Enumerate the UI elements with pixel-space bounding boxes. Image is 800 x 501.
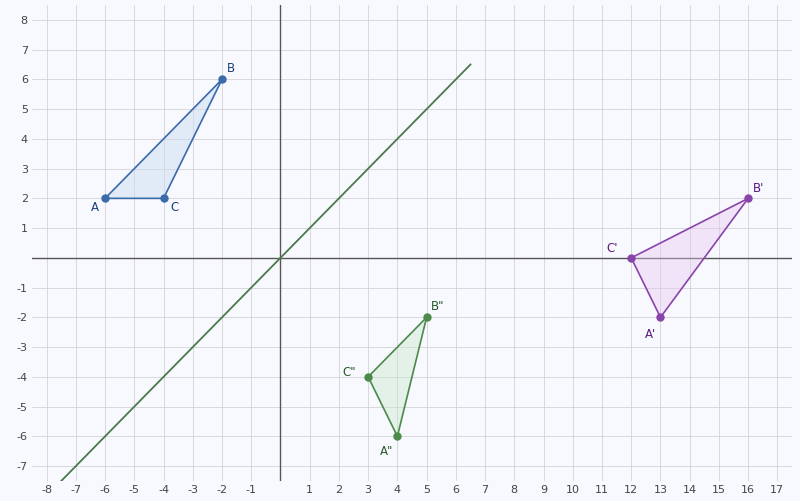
Polygon shape: [368, 317, 426, 436]
Text: B": B": [431, 300, 445, 313]
Text: A: A: [91, 201, 99, 214]
Text: C": C": [343, 366, 357, 379]
Text: B': B': [753, 182, 764, 195]
Text: A": A": [380, 445, 393, 458]
Text: A': A': [645, 328, 656, 341]
Text: C: C: [171, 201, 179, 214]
Text: C': C': [606, 242, 618, 255]
Polygon shape: [631, 198, 748, 317]
Text: B: B: [226, 62, 234, 75]
Polygon shape: [105, 79, 222, 198]
